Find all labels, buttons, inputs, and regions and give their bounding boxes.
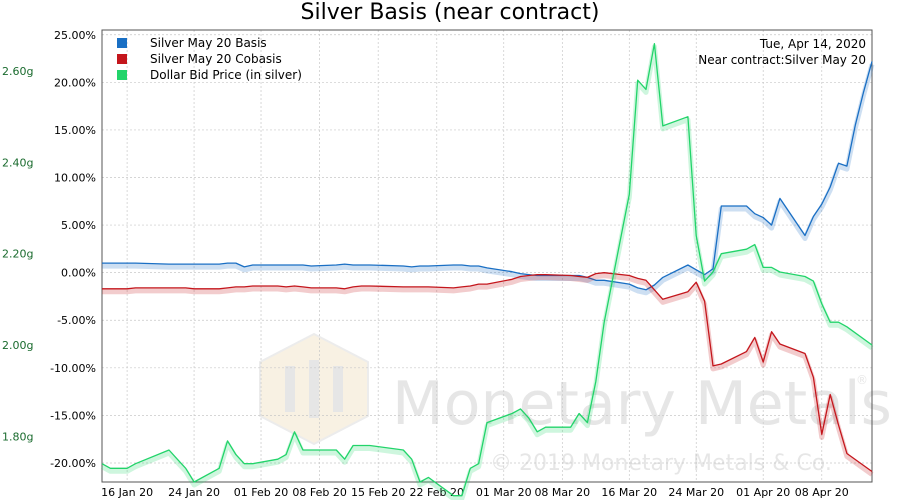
y-tick-label: 10.00% (54, 171, 96, 184)
series-line (102, 61, 873, 291)
y-tick-label: -15.00% (50, 409, 96, 422)
y2-tick-label: 2.40g (2, 156, 33, 169)
x-tick-label: 08 Mar 20 (534, 486, 590, 499)
legend-swatch (117, 70, 127, 80)
y-tick-label: -10.00% (50, 362, 96, 375)
y-tick-label: -5.00% (57, 314, 96, 327)
watermark-brand: Monetary Metals (392, 369, 892, 439)
watermark-logo-icon (259, 332, 369, 446)
x-tick-label: 15 Feb 20 (351, 486, 405, 499)
x-tick-label: 22 Feb 20 (410, 486, 464, 499)
x-tick-label: 16 Mar 20 (601, 486, 657, 499)
legend: Silver May 20 Basis Silver May 20 Cobasis… (117, 36, 302, 82)
watermark: Monetary Metals ® © 2019 Monetary Metals… (259, 332, 892, 476)
watermark-copyright: © 2019 Monetary Metals & Co. (490, 451, 832, 476)
series-line (102, 272, 873, 473)
y2-tick-label: 2.60g (2, 65, 33, 78)
series-shadow (102, 63, 875, 296)
series-shadow (102, 273, 874, 477)
y-tick-label: 5.00% (61, 219, 96, 232)
watermark-registered: ® (856, 373, 868, 387)
grid (102, 30, 872, 482)
date-label: Tue, Apr 14, 2020 (759, 37, 866, 51)
x-tick-label: 24 Mar 20 (668, 486, 724, 499)
y2-tick-label: 2.20g (2, 248, 33, 261)
legend-swatch (117, 54, 127, 64)
chart-title: Silver Basis (near contract) (301, 0, 600, 25)
series-line (101, 43, 873, 497)
x-tick-label: 08 Apr 20 (795, 486, 849, 499)
plot-frame (101, 29, 873, 483)
legend-entry: Silver May 20 Basis (150, 36, 267, 50)
y-tick-label: -20.00% (50, 457, 96, 470)
x-tick-label: 01 Mar 20 (476, 486, 532, 499)
y2-tick-label: 2.00g (2, 339, 33, 352)
legend-swatch (117, 38, 127, 48)
x-tick-label: 24 Jan 20 (168, 486, 220, 499)
y-tick-label: 20.00% (54, 76, 96, 89)
legend-entry: Silver May 20 Cobasis (150, 52, 282, 66)
series-layer (100, 43, 875, 502)
x-tick-label: 01 Feb 20 (234, 486, 288, 499)
y-tick-label: 15.00% (54, 124, 96, 137)
x-tick-label: 01 Apr 20 (736, 486, 790, 499)
legend-entry: Dollar Bid Price (in silver) (150, 68, 302, 82)
y-tick-label: 0.00% (61, 267, 96, 280)
x-tick-label: 16 Jan 20 (101, 486, 153, 499)
axes: 25.00% 20.00% 15.00% 10.00% 5.00% 0.00% -5.00%… (2, 29, 849, 499)
y2-tick-label: 1.80g (2, 430, 33, 443)
y-tick-label: 25.00% (54, 29, 96, 42)
contract-label: Near contract:Silver May 20 (698, 53, 866, 67)
x-tick-label: 08 Feb 20 (292, 486, 346, 499)
